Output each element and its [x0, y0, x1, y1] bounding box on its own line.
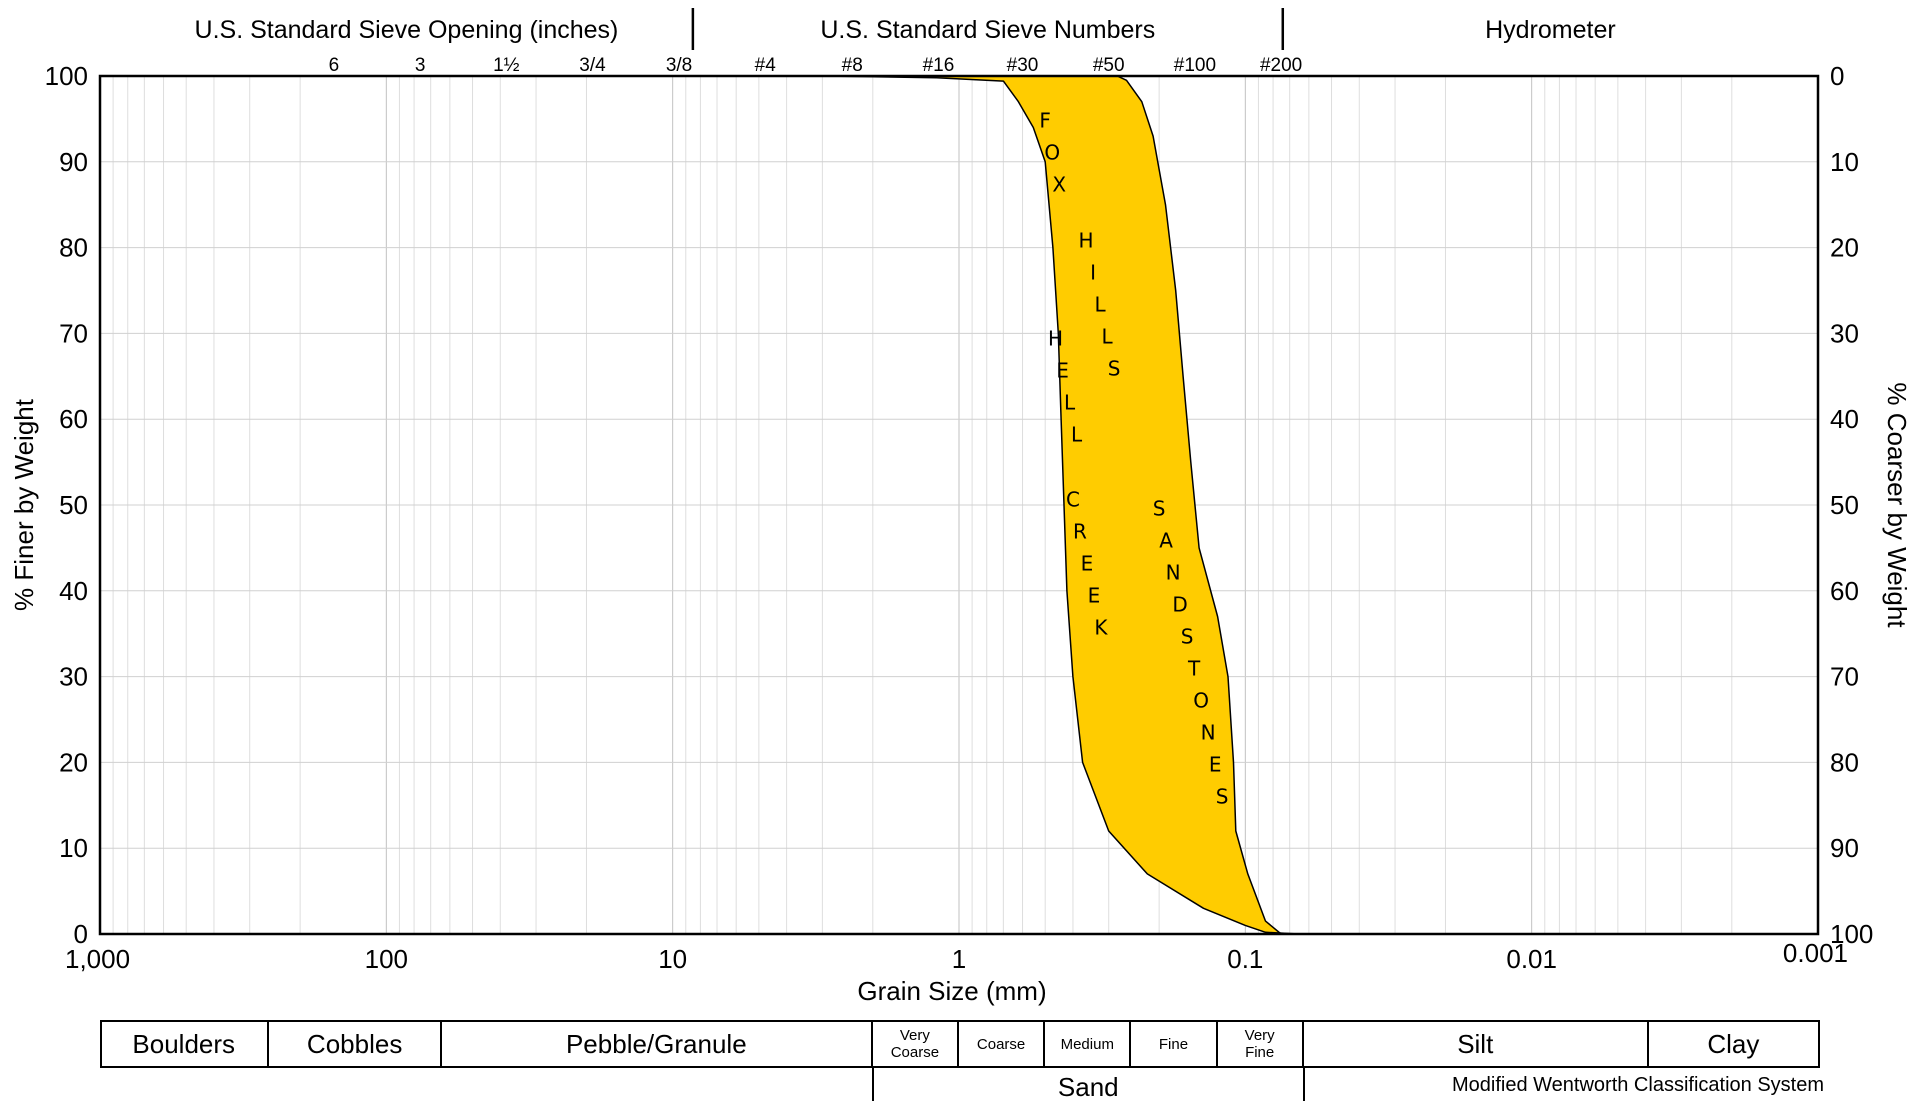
annotation-letter: N	[1201, 720, 1216, 744]
annotation-letter: S	[1216, 784, 1229, 808]
annotation-letter: E	[1088, 584, 1101, 608]
y-tick-label-right: 80	[1830, 747, 1859, 777]
plot-frame	[98, 74, 1820, 936]
class-cell-fine: Fine	[1131, 1022, 1218, 1066]
y-tick-label-left: 10	[59, 833, 88, 863]
annotation-letter: A	[1159, 528, 1173, 552]
sieve-tick-label: #50	[1093, 55, 1125, 76]
annotation-letter: C	[1066, 488, 1080, 512]
class-cell-silt: Silt	[1304, 1022, 1649, 1066]
y-tick-label-right: 40	[1830, 404, 1859, 434]
annotation-letter: S	[1108, 357, 1121, 381]
classification-system-label: Modified Wentworth Classification System	[1452, 1074, 1824, 1096]
top-section-label: Hydrometer	[1485, 16, 1616, 44]
annotation-letter: I	[1090, 261, 1096, 285]
y-tick-label-right: 100	[1830, 919, 1873, 949]
sieve-tick-label: 1½	[493, 55, 520, 76]
x-tick-label: 1	[952, 944, 966, 974]
x-tick-label: 0.001	[1783, 938, 1848, 968]
class-cell-cobbles: Cobbles	[269, 1022, 442, 1066]
annotation-letter: T	[1187, 656, 1201, 680]
y-tick-label-left: 70	[59, 318, 88, 348]
annotation-letter: K	[1094, 616, 1108, 640]
y-axis-label-right: % Coarser by Weight	[1882, 382, 1908, 628]
y-tick-label-left: 50	[59, 490, 88, 520]
class-cell-pebble-granule: Pebble/Granule	[442, 1022, 873, 1066]
top-section-label: U.S. Standard Sieve Numbers	[820, 16, 1155, 44]
class-cell-boulders: Boulders	[100, 1022, 270, 1066]
sand-divider-right	[1302, 1068, 1305, 1101]
sieve-tick-label: #100	[1174, 55, 1216, 76]
sieve-tick-label: #16	[923, 55, 955, 76]
class-cell-clay: Clay	[1707, 1028, 1760, 1059]
annotation-letter: H	[1048, 326, 1063, 350]
annotation-letter: E	[1209, 752, 1222, 776]
y-axis-label-left: % Finer by Weight	[9, 398, 39, 611]
y-tick-label-right: 10	[1830, 147, 1859, 177]
annotation-letter: N	[1166, 560, 1181, 584]
y-tick-label-left: 0	[74, 919, 88, 949]
y-tick-label-right: 50	[1830, 490, 1859, 520]
annotation-letter: S	[1181, 624, 1194, 648]
y-tick-label-left: 90	[59, 147, 88, 177]
y-tick-label-right: 90	[1830, 833, 1859, 863]
y-tick-label-left: 30	[59, 662, 88, 692]
y-tick-label-right: 70	[1830, 662, 1859, 692]
x-tick-label: 10	[658, 944, 687, 974]
annotation-letter: E	[1081, 552, 1094, 576]
annotation-letter: L	[1101, 325, 1113, 349]
sieve-tick-label: #200	[1260, 55, 1302, 76]
annotation-letter: S	[1153, 496, 1166, 520]
class-cell-medium: Medium	[1045, 1022, 1132, 1066]
y-tick-label-left: 20	[59, 747, 88, 777]
y-tick-label-right: 30	[1830, 318, 1859, 348]
sieve-tick-label: 3/8	[666, 55, 692, 76]
x-axis-label: Grain Size (mm)	[857, 976, 1046, 1006]
annotation-letter: H	[1079, 229, 1094, 253]
annotation-letter: R	[1073, 520, 1087, 544]
annotation-letter: L	[1094, 293, 1106, 317]
sieve-tick-label: #4	[755, 55, 777, 76]
y-tick-label-left: 100	[45, 61, 88, 91]
classification-table: Boulders Cobbles Pebble/Granule Very Coarse C…	[100, 1020, 1820, 1068]
y-tick-label-right: 0	[1830, 61, 1844, 91]
sieve-tick-label: 3/4	[579, 55, 606, 76]
sieve-tick-label: 6	[329, 55, 340, 76]
annotation-letter: O	[1044, 140, 1060, 164]
y-tick-label-left: 60	[59, 404, 88, 434]
class-cell-coarse: Coarse	[959, 1022, 1046, 1066]
class-cell-very-fine: Very Fine	[1218, 1022, 1304, 1066]
annotation-letter: D	[1172, 592, 1187, 616]
annotation-letter: O	[1193, 688, 1209, 712]
annotation-letter: E	[1056, 358, 1069, 382]
sieve-tick-label: #30	[1007, 55, 1039, 76]
x-tick-label: 0.1	[1227, 944, 1263, 974]
class-cell-very-coarse: Very Coarse	[873, 1022, 959, 1066]
annotation-letter: L	[1071, 422, 1083, 446]
y-tick-label-right: 20	[1830, 233, 1859, 263]
sieve-tick-label: #8	[842, 55, 863, 76]
x-tick-label: 0.01	[1506, 944, 1557, 974]
x-tick-label: 100	[365, 944, 408, 974]
y-tick-label-left: 40	[59, 576, 88, 606]
x-tick-label: 1,000	[65, 944, 130, 974]
sand-divider-left	[871, 1068, 874, 1101]
y-tick-label-left: 80	[59, 233, 88, 263]
sieve-tick-label: 3	[415, 55, 426, 76]
top-section-label: U.S. Standard Sieve Opening (inches)	[195, 16, 619, 44]
y-tick-label-right: 60	[1830, 576, 1859, 606]
sand-label: Sand	[1057, 1072, 1119, 1102]
annotation-letter: L	[1064, 390, 1076, 414]
annotation-letter: X	[1052, 172, 1066, 196]
annotation-letter: F	[1039, 108, 1051, 132]
